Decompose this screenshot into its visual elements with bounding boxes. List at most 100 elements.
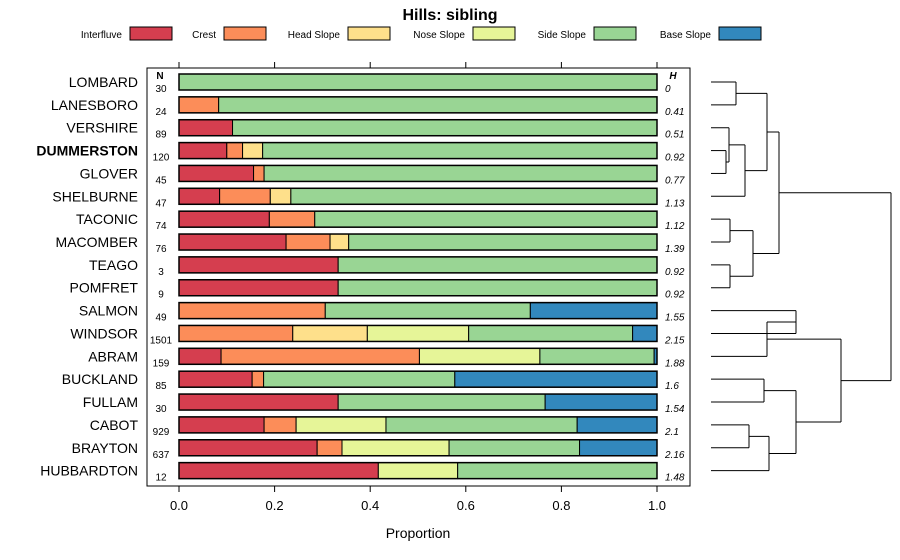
bar-outline xyxy=(178,461,658,480)
h-value: 1.88 xyxy=(665,358,685,369)
h-value: 1.55 xyxy=(665,313,685,324)
bar-segment xyxy=(337,256,658,274)
bar-segment xyxy=(178,324,294,342)
bar-outline xyxy=(178,324,658,343)
legend-swatch xyxy=(472,26,516,41)
n-value: 159 xyxy=(153,358,170,369)
series-label: CABOT xyxy=(90,417,139,433)
bar-outline xyxy=(178,416,658,434)
n-value: 9 xyxy=(158,290,164,301)
bar-segment xyxy=(178,347,222,365)
bar-outline xyxy=(178,118,658,137)
bar-segment xyxy=(290,187,658,205)
bar-outline xyxy=(178,278,658,297)
bar-outline xyxy=(178,141,658,160)
n-header: N xyxy=(156,71,163,82)
bar-segment xyxy=(219,187,271,205)
x-tick-label: 0.6 xyxy=(457,498,475,513)
bar-segment xyxy=(632,324,658,342)
bars xyxy=(178,73,658,480)
legend-label: Nose Slope xyxy=(413,30,465,41)
chart-title: Hills: sibling xyxy=(402,7,497,24)
bar-outline xyxy=(178,370,658,388)
legend-swatch xyxy=(223,26,267,41)
h-value: 0.92 xyxy=(665,290,685,301)
series-label: GLOVER xyxy=(80,165,138,181)
bar-segment xyxy=(579,439,658,457)
bar-segment xyxy=(178,279,339,297)
h-value: 1.6 xyxy=(665,381,679,392)
series-label: LANESBORO xyxy=(51,97,138,113)
legend-label: Side Slope xyxy=(538,30,587,41)
n-value: 49 xyxy=(155,313,167,324)
legend-label: Interfluve xyxy=(81,30,123,41)
bar-outline xyxy=(178,164,658,183)
h-value: 1.12 xyxy=(665,221,685,232)
legend-label: Base Slope xyxy=(660,30,712,41)
n-value: 30 xyxy=(155,404,167,415)
h-value: 2.16 xyxy=(664,450,685,461)
bar-outline xyxy=(178,96,658,114)
bar-segment xyxy=(468,324,634,342)
bar-outline xyxy=(178,347,658,366)
n-value: 76 xyxy=(155,244,167,255)
h-value: 1.39 xyxy=(665,244,685,255)
bar-segment xyxy=(539,347,655,365)
series-label: LOMBARD xyxy=(69,74,138,90)
n-value: 3 xyxy=(158,267,164,278)
bar-segment xyxy=(251,370,265,388)
bar-segment xyxy=(178,233,287,251)
bar-segment xyxy=(269,187,292,205)
n-value: 47 xyxy=(155,198,167,209)
bar-segment xyxy=(263,416,297,434)
bar-segment xyxy=(454,370,658,388)
x-axis-label: Proportion xyxy=(386,525,451,541)
bar-segment xyxy=(178,187,221,205)
n-value: 1501 xyxy=(150,335,173,346)
x-tick-label: 1.0 xyxy=(648,498,666,513)
series-label: DUMMERSTON xyxy=(36,143,138,159)
series-label: TACONIC xyxy=(76,211,138,227)
bar-segment xyxy=(457,462,658,480)
bar-segment xyxy=(285,233,331,251)
bar-segment xyxy=(178,142,228,160)
bar-segment xyxy=(292,324,368,342)
series-label: ABRAM xyxy=(88,348,138,364)
series-label: BRAYTON xyxy=(72,440,138,456)
series-label: SHELBURNE xyxy=(52,188,138,204)
bar-segment xyxy=(337,393,546,411)
series-label: POMFRET xyxy=(70,280,139,296)
x-tick-label: 0.8 xyxy=(552,498,570,513)
bar-segment xyxy=(242,142,264,160)
bar-segment xyxy=(337,279,658,297)
n-value: 12 xyxy=(155,473,167,484)
bar-segment xyxy=(178,439,318,457)
x-tick-label: 0.2 xyxy=(266,498,284,513)
bar-segment xyxy=(316,439,343,457)
n-value: 120 xyxy=(153,153,170,164)
bar-segment xyxy=(295,416,387,434)
bar-segment xyxy=(178,164,255,182)
n-value: 74 xyxy=(155,221,167,232)
legend-swatch xyxy=(593,26,637,41)
dendrogram xyxy=(711,81,892,472)
bar-outline xyxy=(178,393,658,411)
bar-segment xyxy=(263,164,658,182)
series-label: SALMON xyxy=(79,303,138,319)
legend-swatch xyxy=(129,26,173,41)
bar-segment xyxy=(178,256,339,274)
h-value: 1.48 xyxy=(665,473,685,484)
bar-segment xyxy=(178,370,253,388)
series-label: FULLAM xyxy=(83,394,138,410)
bar-segment xyxy=(232,119,658,137)
bar-segment xyxy=(377,462,459,480)
bar-outline xyxy=(178,256,658,274)
bar-segment xyxy=(366,324,470,342)
n-value: 89 xyxy=(155,130,167,141)
h-value: 0.92 xyxy=(665,153,685,164)
bar-segment xyxy=(348,233,658,251)
h-value: 0.51 xyxy=(665,130,684,141)
bar-segment xyxy=(218,96,658,114)
bar-segment xyxy=(226,142,244,160)
